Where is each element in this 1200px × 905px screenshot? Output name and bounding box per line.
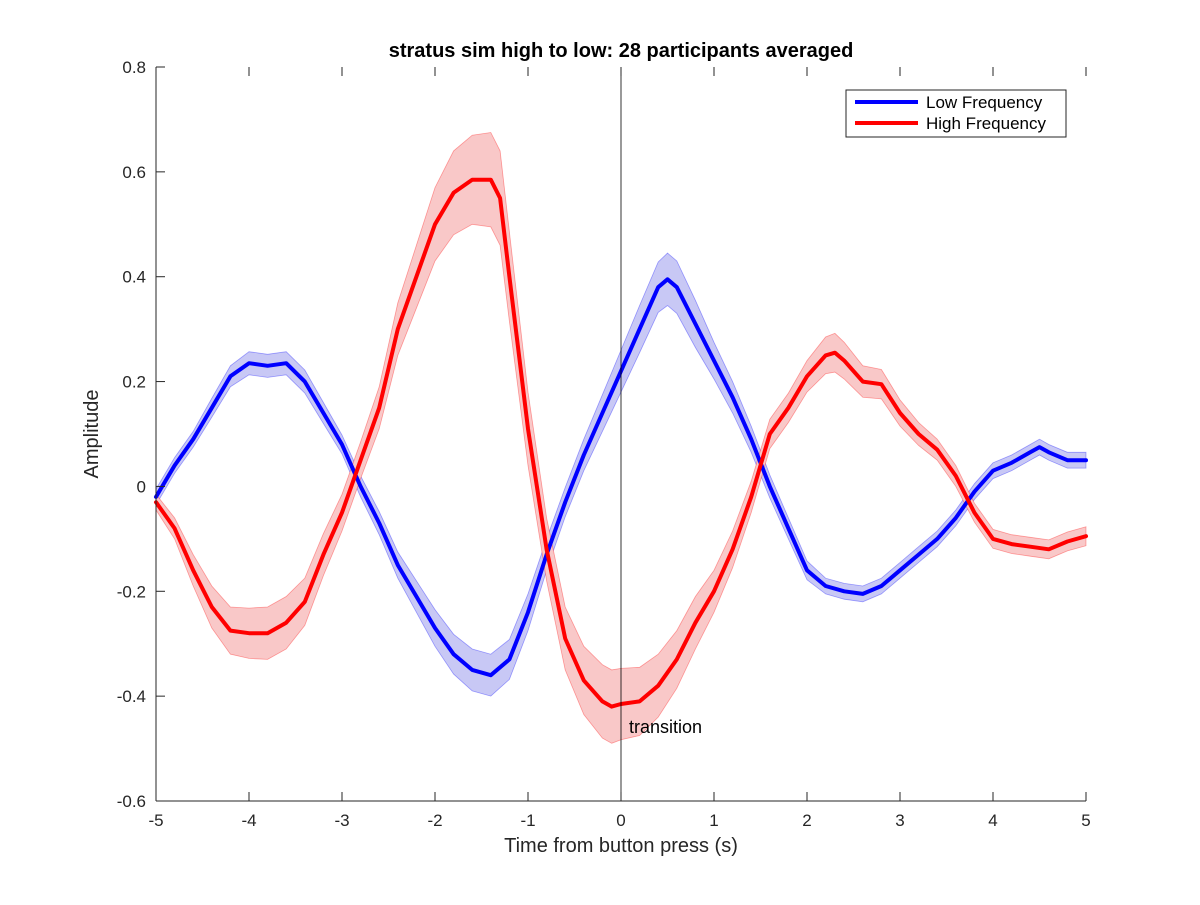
x-tick-label: 4 (988, 811, 997, 830)
y-ticks: -0.6 -0.4 -0.2 0 0.2 0.4 0.6 0.8 (117, 58, 165, 811)
legend-box (845, 89, 1067, 138)
y-tick-label: -0.2 (117, 582, 146, 601)
band-high-frequency (155, 132, 1087, 744)
x-tick-label: -1 (520, 811, 535, 830)
x-tick-label: 0 (616, 811, 625, 830)
transition-annotation: transition (629, 717, 702, 737)
y-tick-label: 0 (137, 477, 146, 496)
confidence-bands (155, 132, 1087, 744)
x-tick-label: -3 (334, 811, 349, 830)
y-tick-label: 0.2 (122, 373, 146, 392)
x-axis-label: Time from button press (s) (504, 835, 738, 857)
y-tick-label: -0.6 (117, 792, 146, 811)
y-tick-label: -0.4 (117, 687, 146, 706)
y-tick-label: 0.4 (122, 268, 146, 287)
x-tick-label: -2 (427, 811, 442, 830)
legend: Low Frequency High Frequency (845, 89, 1067, 138)
series-line-low-frequency (154, 277, 1088, 678)
y-axis-label: Amplitude (81, 390, 103, 479)
x-tick-label: 2 (802, 811, 811, 830)
series-line-high-frequency (154, 177, 1088, 709)
x-tick-label: -5 (148, 811, 163, 830)
legend-label-low-frequency: Low Frequency (926, 93, 1043, 112)
y-tick-label: 0.6 (122, 163, 146, 182)
legend-label-high-frequency: High Frequency (926, 114, 1047, 133)
chart-title: stratus sim high to low: 28 participants… (389, 40, 854, 62)
y-tick-label: 0.8 (122, 58, 146, 77)
series-lines (154, 177, 1088, 709)
x-tick-label: 5 (1081, 811, 1090, 830)
band-low-frequency (155, 252, 1087, 697)
x-tick-label: 3 (895, 811, 904, 830)
x-tick-label: -4 (241, 811, 256, 830)
x-tick-label: 1 (709, 811, 718, 830)
x-ticks: -5 -4 -3 -2 -1 0 1 2 3 4 5 (148, 67, 1091, 830)
